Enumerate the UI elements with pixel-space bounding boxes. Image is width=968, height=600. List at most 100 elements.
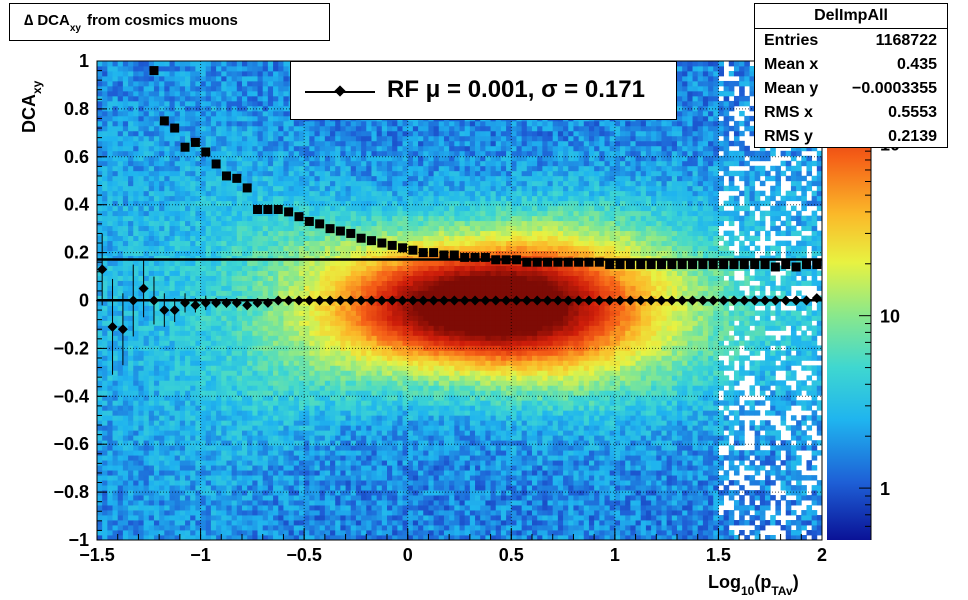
heatmap-cell — [226, 430, 233, 436]
heatmap-cell — [179, 235, 186, 242]
heatmap-cell — [324, 120, 331, 127]
heatmap-cell — [221, 340, 227, 346]
heatmap-cell — [174, 80, 181, 87]
heatmap-cell — [169, 510, 176, 516]
heatmap-cell — [355, 470, 362, 476]
heatmap-cell — [231, 170, 238, 177]
heatmap-cell — [133, 190, 139, 197]
heatmap-cell — [273, 225, 279, 232]
heatmap-cell — [112, 485, 119, 491]
heatmap-cell — [117, 315, 124, 321]
heatmap-cell — [205, 285, 212, 291]
heatmap-cell — [179, 165, 186, 172]
heatmap-cell — [267, 340, 274, 346]
heatmap-cell — [361, 200, 367, 207]
heatmap-cell — [200, 230, 207, 237]
heatmap-cell — [148, 265, 155, 271]
heatmap-cell — [231, 505, 238, 511]
heatmap-cell — [190, 470, 196, 476]
heatmap-cell — [350, 265, 357, 271]
heatmap-cell — [340, 305, 346, 311]
heatmap-cell — [236, 500, 243, 506]
heatmap-cell — [350, 530, 357, 536]
heatmap-cell — [293, 260, 300, 266]
heatmap-cell — [112, 280, 119, 286]
heatmap-cell — [319, 420, 326, 426]
heatmap-cell — [190, 360, 196, 366]
heatmap-cell — [138, 415, 145, 421]
heatmap-cell — [309, 305, 315, 311]
heatmap-cell — [335, 400, 341, 406]
heatmap-cell — [112, 510, 119, 516]
heatmap-cell — [107, 250, 113, 256]
heatmap-cell — [226, 80, 233, 87]
heatmap-cell — [143, 235, 150, 242]
heatmap-cell — [102, 70, 108, 77]
heatmap-cell — [112, 515, 119, 521]
heatmap-cell — [262, 465, 269, 471]
heatmap-cell — [267, 335, 274, 341]
heatmap-cell — [174, 110, 181, 117]
heatmap-cell — [185, 360, 191, 366]
heatmap-cell — [190, 445, 196, 451]
heatmap-cell — [330, 240, 336, 247]
heatmap-cell — [122, 250, 129, 256]
heatmap-cell — [143, 150, 150, 157]
heatmap-cell — [278, 315, 284, 321]
heatmap-cell — [247, 335, 253, 341]
heatmap-cell — [335, 330, 341, 336]
heatmap-cell — [164, 140, 170, 147]
heatmap-cell — [200, 470, 207, 476]
heatmap-cell — [242, 200, 248, 207]
heatmap-cell — [205, 365, 212, 371]
heatmap-cell — [164, 525, 170, 531]
heatmap-cell — [226, 150, 233, 157]
heatmap-cell — [107, 485, 113, 491]
heatmap-cell — [340, 220, 346, 227]
heatmap-cell — [345, 145, 352, 152]
heatmap-cell — [117, 440, 124, 446]
heatmap-cell — [278, 155, 284, 162]
heatmap-cell — [355, 195, 362, 202]
heatmap-cell — [236, 195, 243, 202]
heatmap-cell — [190, 315, 196, 321]
heatmap-cell — [304, 160, 310, 167]
heatmap-cell — [195, 205, 201, 212]
heatmap-cell — [288, 145, 295, 152]
heatmap-cell — [97, 270, 103, 276]
heatmap-cell — [231, 425, 238, 431]
heatmap-cell — [335, 415, 341, 421]
heatmap-cell — [252, 90, 258, 97]
heatmap-cell — [174, 485, 181, 491]
heatmap-cell — [174, 530, 181, 536]
heatmap-cell — [102, 300, 108, 306]
heatmap-cell — [335, 360, 341, 366]
heatmap-cell — [148, 280, 155, 286]
heatmap-cell — [107, 295, 113, 301]
heatmap-cell — [314, 420, 321, 426]
heatmap-cell — [102, 445, 108, 451]
heatmap-cell — [200, 330, 207, 336]
heatmap-cell — [102, 80, 108, 87]
heatmap-cell — [190, 350, 196, 356]
heatmap-cell — [179, 495, 186, 501]
heatmap-cell — [185, 305, 191, 311]
heatmap-cell — [148, 490, 155, 496]
heatmap-cell — [179, 260, 186, 266]
heatmap-cell — [221, 395, 227, 401]
heatmap-cell — [278, 370, 284, 376]
heatmap-cell — [335, 145, 341, 152]
heatmap-cell — [283, 500, 290, 506]
heatmap-cell — [179, 385, 186, 391]
heatmap-cell — [97, 515, 103, 521]
heatmap-cell — [340, 195, 346, 202]
heatmap-cell — [345, 335, 352, 341]
heatmap-cell — [226, 365, 233, 371]
heatmap-cell — [335, 190, 341, 197]
heatmap-cell — [179, 120, 186, 127]
heatmap-cell — [350, 370, 357, 376]
heatmap-cell — [247, 410, 253, 416]
heatmap-cell — [355, 255, 362, 261]
heatmap-cell — [335, 320, 341, 326]
heatmap-cell — [169, 355, 176, 361]
